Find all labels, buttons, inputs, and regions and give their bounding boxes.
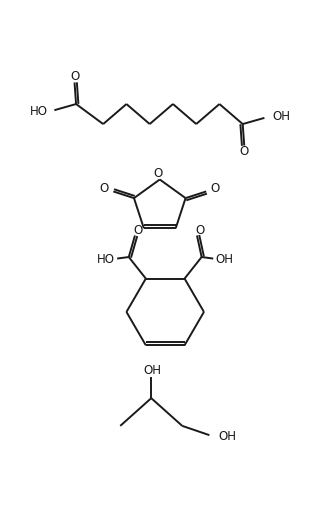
Text: OH: OH [216,253,234,266]
Text: O: O [154,167,163,180]
Text: O: O [211,182,220,195]
Text: HO: HO [97,253,115,266]
Text: O: O [70,70,79,83]
Text: OH: OH [144,364,162,377]
Text: O: O [100,182,109,195]
Text: O: O [239,145,249,158]
Text: OH: OH [219,430,237,443]
Text: O: O [133,224,143,236]
Text: O: O [195,224,205,236]
Text: OH: OH [272,110,290,123]
Text: HO: HO [30,105,47,118]
